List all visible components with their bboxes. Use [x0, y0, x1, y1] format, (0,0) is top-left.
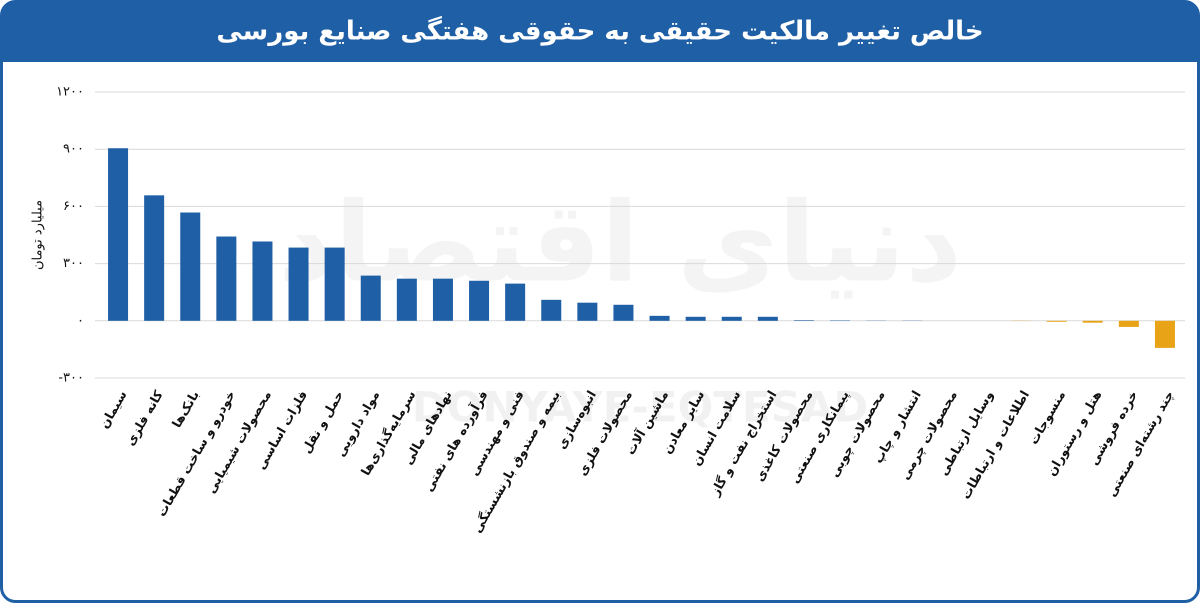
bar [432, 278, 453, 321]
y-tick-label: ۳۰۰ [63, 256, 84, 271]
bar [360, 275, 381, 321]
bar [793, 320, 814, 321]
watermark: DONYAYE-EQTESAD [412, 383, 868, 432]
bar [1118, 320, 1139, 327]
bar [108, 148, 129, 321]
y-tick-label: -۳۰۰ [58, 371, 84, 386]
bar [757, 316, 778, 321]
bar [324, 247, 345, 321]
y-tick-label: ۰ [77, 313, 84, 328]
bar [721, 316, 742, 321]
bar [180, 212, 201, 321]
bar [1046, 320, 1067, 322]
bar [649, 315, 670, 321]
chart-title: خالص تغییر مالکیت حقیقی به حقوقی هفتگی ص… [216, 16, 983, 47]
y-axis-label: میلیارد تومان [31, 200, 46, 270]
bar [469, 280, 490, 321]
bar [1154, 320, 1175, 348]
bar [577, 302, 598, 321]
bar [396, 278, 417, 321]
y-tick-label: ۶۰۰ [63, 199, 84, 214]
y-tick-label: ۹۰۰ [63, 142, 84, 157]
title-banner [1, 1, 1199, 62]
bar [288, 247, 309, 321]
bar [216, 236, 237, 321]
bar [144, 195, 165, 321]
bar [541, 299, 562, 321]
bar [252, 241, 273, 321]
y-tick-label: ۱۲۰۰ [56, 85, 84, 100]
bar [1082, 320, 1103, 323]
watermark: دنیای اقتصاد [278, 178, 962, 306]
bar [505, 283, 526, 321]
bar [613, 304, 634, 321]
bar [685, 316, 706, 321]
